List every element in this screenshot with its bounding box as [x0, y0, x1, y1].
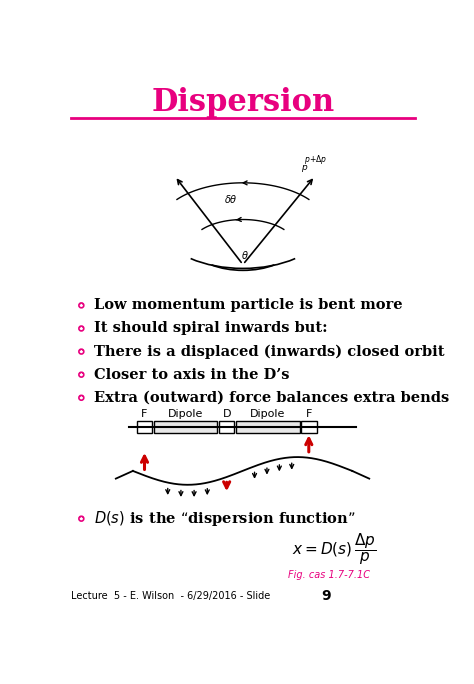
- Text: Dipole: Dipole: [250, 409, 285, 419]
- Text: Extra (outward) force balances extra bends: Extra (outward) force balances extra ben…: [94, 391, 449, 405]
- Text: 9: 9: [321, 590, 331, 603]
- Text: $\mathit{D(s)}$ is the “dispersion function”: $\mathit{D(s)}$ is the “dispersion funct…: [94, 509, 356, 528]
- Text: Closer to axis in the D’s: Closer to axis in the D’s: [94, 368, 290, 382]
- Text: $p$: $p$: [301, 163, 309, 174]
- Bar: [301, 421, 317, 433]
- Bar: [154, 421, 218, 433]
- Text: $x = D(s)\,\dfrac{\Delta p}{p}$: $x = D(s)\,\dfrac{\Delta p}{p}$: [292, 531, 376, 567]
- Text: There is a displaced (inwards) closed orbit: There is a displaced (inwards) closed or…: [94, 344, 445, 359]
- Text: Low momentum particle is bent more: Low momentum particle is bent more: [94, 298, 403, 313]
- Text: Dipole: Dipole: [168, 409, 203, 419]
- Text: Fig. cas 1.7-7.1C: Fig. cas 1.7-7.1C: [288, 570, 370, 580]
- Text: Lecture  5 - E. Wilson  - 6/29/2016 - Slide: Lecture 5 - E. Wilson - 6/29/2016 - Slid…: [71, 592, 273, 601]
- Text: F: F: [141, 409, 148, 419]
- Text: F: F: [306, 409, 312, 419]
- Text: Dispersion: Dispersion: [151, 88, 335, 118]
- Text: $p\!+\!\Delta p$: $p\!+\!\Delta p$: [304, 153, 328, 166]
- Text: D: D: [222, 409, 231, 419]
- Bar: [236, 421, 300, 433]
- Bar: [219, 421, 235, 433]
- Bar: [137, 421, 152, 433]
- Text: It should spiral inwards but:: It should spiral inwards but:: [94, 321, 328, 335]
- Text: $\delta\theta$: $\delta\theta$: [224, 193, 238, 205]
- Text: $\theta$: $\theta$: [241, 249, 249, 261]
